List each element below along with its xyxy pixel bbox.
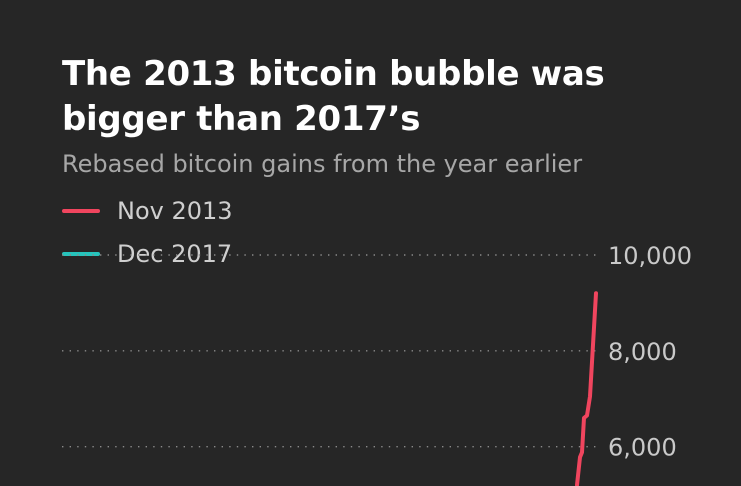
series-lines bbox=[575, 291, 598, 486]
y-axis-ticks: 10,000 8,000 6,000 bbox=[608, 242, 692, 462]
chart-subtitle: Rebased bitcoin gains from the year earl… bbox=[62, 150, 583, 178]
legend-item-nov-2013: Nov 2013 bbox=[62, 196, 233, 226]
legend-label-nov-2013: Nov 2013 bbox=[117, 197, 233, 225]
legend-swatch-dec-2017 bbox=[62, 252, 100, 256]
gridlines bbox=[62, 254, 598, 448]
y-tick-label-10000: 10,000 bbox=[608, 242, 692, 270]
y-tick-label-8000: 8,000 bbox=[608, 338, 677, 366]
y-tick-label-6000: 6,000 bbox=[608, 434, 677, 462]
legend-swatch-nov-2013 bbox=[62, 209, 100, 213]
legend-item-dec-2017: Dec 2017 bbox=[62, 239, 245, 269]
chart-title: The 2013 bitcoin bubble was bigger than … bbox=[62, 54, 605, 139]
legend-label-dec-2017: Dec 2017 bbox=[117, 240, 233, 268]
series-line-nov-2013 bbox=[575, 291, 598, 486]
